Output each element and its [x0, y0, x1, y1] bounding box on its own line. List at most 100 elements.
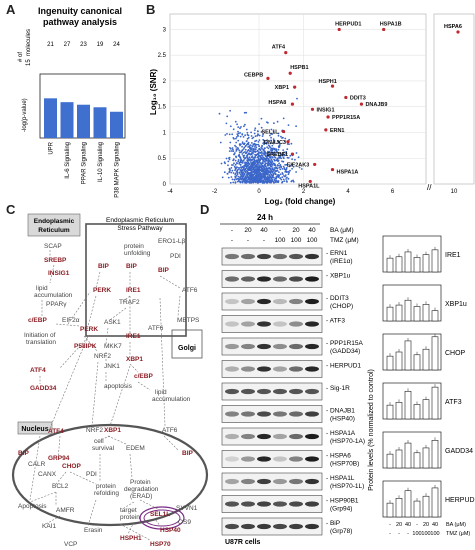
scatter-point [279, 164, 281, 167]
scatter-point [255, 181, 257, 184]
er-box-title-1: Endoplasmic Reticulum [106, 217, 174, 224]
scatter-point [277, 160, 280, 163]
scatter-point [274, 159, 276, 162]
scatter-point [282, 156, 285, 159]
gene-label: ATF4 [272, 45, 286, 51]
bar-x-tmz: 100 [421, 531, 430, 537]
pathway-node-label: Erasin [84, 527, 103, 534]
pathway-edge [87, 499, 97, 527]
bar-x-tmz: - [389, 531, 391, 537]
pathway-node-label: ATF6 [148, 325, 164, 332]
scatter-point [279, 177, 282, 180]
highlighted-gene-point [290, 102, 295, 106]
highlighted-gene-point [330, 84, 335, 88]
scatter-point [267, 164, 270, 166]
pathway-node-protein: c/EBP [28, 317, 47, 324]
x-tick: 0 [257, 189, 261, 195]
blot-band [257, 411, 271, 417]
scatter-point [294, 158, 296, 161]
pathway-node-label: protein [96, 483, 116, 490]
gene-label: SEL1L [262, 129, 280, 135]
panel-b-gene-labels: HERPUD1 HSPA1BATF4CEBPBXBP1HSPH1DDIT3DNAJ… [244, 21, 462, 189]
pathway-edge [155, 519, 161, 527]
scatter-point [273, 181, 275, 184]
scatter-point [263, 177, 266, 180]
scatter-point [245, 111, 248, 114]
pathway-node-label: (ERAD) [130, 493, 152, 500]
pathway-node-label: ATF6 [162, 427, 178, 434]
blot-protein-alias: (IRE1α) [330, 258, 353, 265]
blot-band [257, 298, 271, 305]
scatter-point [244, 151, 246, 153]
scatter-point [235, 146, 238, 148]
scatter-point [295, 171, 297, 173]
scatter-point [290, 142, 293, 145]
quant-bar [413, 354, 421, 371]
scatter-point [248, 156, 251, 159]
scatter-point [281, 176, 284, 179]
blot-protein-alias: (HSP40) [330, 416, 355, 423]
scatter-point [247, 152, 250, 155]
highlighted-gene-point [286, 140, 290, 144]
blot-frame [221, 517, 323, 536]
scatter-point [245, 128, 248, 131]
scatter-point [291, 158, 293, 161]
scatter-point [258, 134, 261, 137]
pathway-category: IL-6 Signaling [65, 142, 71, 179]
scatter-point [241, 153, 244, 155]
scatter-point [282, 149, 285, 152]
scatter-point [246, 137, 249, 140]
blot-protein-label: - HSPA6 [326, 453, 351, 460]
pathway-node-label: SYVN1 [176, 505, 198, 512]
scatter-point [264, 163, 267, 166]
scatter-point [251, 161, 253, 164]
scatter-point [274, 164, 277, 167]
scatter-point [223, 161, 226, 164]
pathway-edge [121, 295, 131, 303]
scatter-point [231, 147, 234, 149]
bar-x-tmz: - [407, 531, 409, 537]
scatter-point [258, 163, 260, 166]
scatter-point [247, 136, 250, 139]
scatter-point [234, 120, 237, 123]
quant-bar [413, 500, 421, 518]
blot-frame [221, 292, 323, 311]
pathway-edge [99, 435, 111, 441]
scatter-point [267, 157, 269, 160]
pathway-node-label: OS9 [178, 519, 191, 526]
scatter-point [262, 176, 265, 178]
bar-chart-title: ATF3 [445, 399, 462, 406]
blot-frame [221, 472, 323, 491]
gene-label: HERPUD1 [335, 21, 361, 27]
panel-a-letter: A [6, 2, 16, 17]
blot-protein-label: - HSPA1A [326, 430, 356, 437]
blot-band [289, 523, 303, 530]
bar-x-ba: - [389, 522, 391, 528]
scatter-point [242, 148, 245, 150]
scatter-point [276, 164, 279, 166]
scatter-point [254, 140, 256, 143]
scatter-point [259, 156, 262, 158]
scatter-point [278, 162, 280, 165]
ba-lane-value: - [231, 227, 233, 234]
scatter-point [273, 151, 276, 154]
pathway-node-label: KAI1 [42, 523, 56, 530]
highlighted-gene-point [456, 30, 460, 34]
highlighted-gene-point [313, 162, 317, 167]
quant-bar [404, 490, 412, 518]
pathway-node-label: refolding [94, 490, 119, 497]
scatter-point [260, 166, 263, 169]
scatter-point [274, 171, 276, 174]
scatter-point [285, 163, 288, 166]
blot-band [289, 343, 303, 350]
scatter-point [283, 180, 286, 183]
scatter-point [249, 179, 252, 181]
pathway-node-protein: HSPH1 [120, 535, 142, 542]
scatter-point [257, 181, 260, 184]
scatter-point [224, 134, 227, 136]
scatter-point [247, 162, 250, 165]
scatter-point [281, 168, 284, 170]
quant-bar [404, 442, 412, 469]
gene-label: SREBF1 [266, 152, 288, 158]
scatter-point [228, 150, 231, 153]
